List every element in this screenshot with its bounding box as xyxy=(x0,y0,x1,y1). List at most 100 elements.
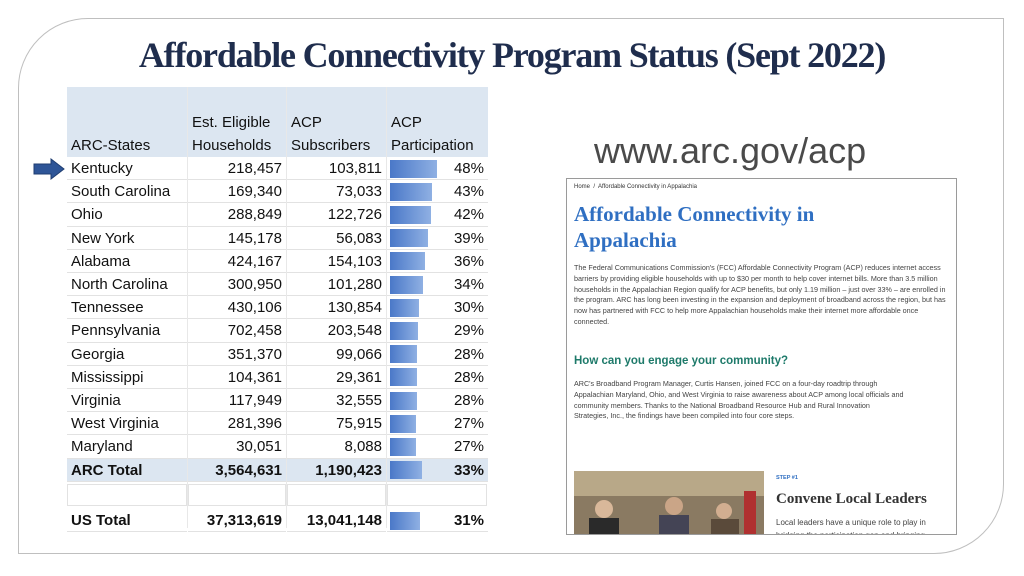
state-cell: Alabama xyxy=(67,250,187,273)
number-cell: 145,178 xyxy=(188,227,286,250)
number-cell: 101,280 xyxy=(287,273,386,297)
participation-label: 28% xyxy=(387,366,488,389)
number-cell: 99,066 xyxy=(287,343,386,366)
state-cell: South Carolina xyxy=(67,180,187,204)
participation-bar xyxy=(390,414,417,433)
column-rule xyxy=(187,87,188,528)
number-cell: 702,458 xyxy=(188,319,286,343)
number-cell: 73,033 xyxy=(287,180,386,204)
number-cell: 281,396 xyxy=(188,412,286,436)
web-subheading: How can you engage your community? xyxy=(574,355,789,367)
participation-bar xyxy=(390,461,422,480)
web-step-title: Convene Local Leaders xyxy=(776,491,927,507)
column-header: ARC-States xyxy=(71,137,151,154)
breadcrumb-page: Affordable Connectivity in Appalachia xyxy=(598,184,697,190)
number-cell: 103,811 xyxy=(287,157,386,181)
breadcrumb-sep: / xyxy=(593,184,596,190)
participation-label: 27% xyxy=(387,435,488,459)
participation-label: 27% xyxy=(387,412,488,436)
number-cell: 56,083 xyxy=(287,227,386,250)
state-cell: ARC Total xyxy=(67,459,187,482)
number-cell: 218,457 xyxy=(188,157,286,181)
participation-bar xyxy=(390,322,419,340)
table: ARC-States Est. Eligible Households ACP Subs… xyxy=(67,87,488,533)
number-cell: 37,313,619 xyxy=(188,509,286,533)
breadcrumb-home: Home xyxy=(574,184,591,190)
number-cell: 29,361 xyxy=(287,366,386,389)
blank-cell xyxy=(188,483,286,506)
web-step-text: Local leaders have a unique role to play… xyxy=(776,518,926,534)
number-cell: 430,106 xyxy=(188,296,286,320)
participation-label: 43% xyxy=(387,180,488,204)
column-rule xyxy=(386,87,387,528)
participation-bar xyxy=(390,511,421,530)
row-bg xyxy=(67,458,488,482)
blank-cell xyxy=(287,483,386,506)
number-cell: 30,051 xyxy=(188,435,286,459)
state-cell: West Virginia xyxy=(67,412,187,436)
photo xyxy=(574,471,764,534)
number-cell: 300,950 xyxy=(188,273,286,297)
participation-label: 31% xyxy=(387,509,488,533)
blank-cell xyxy=(67,483,187,506)
number-cell: 75,915 xyxy=(287,412,386,436)
state-cell: Virginia xyxy=(67,389,187,413)
participation-bar xyxy=(390,438,417,456)
state-cell: Mississippi xyxy=(67,366,187,389)
state-cell: Maryland xyxy=(67,435,187,459)
web-intro: The Federal Communications Commission's … xyxy=(574,263,946,326)
number-cell: 154,103 xyxy=(287,250,386,273)
state-cell: Pennsylvania xyxy=(67,319,187,343)
state-cell: Tennessee xyxy=(67,296,187,320)
web-heading: Affordable Connectivity in Appalachia xyxy=(574,202,815,252)
number-cell: 203,548 xyxy=(287,319,386,343)
column-header: Subscribers xyxy=(291,137,371,154)
state-cell: US Total xyxy=(67,509,187,533)
participation-label: 36% xyxy=(387,250,488,273)
participation-bar xyxy=(390,182,432,201)
number-cell: 351,370 xyxy=(188,343,286,366)
column-header: Participation xyxy=(391,137,474,154)
web-body: ARC's Broadband Program Manager, Curtis … xyxy=(574,379,904,421)
number-cell: 104,361 xyxy=(188,366,286,389)
number-cell: 1,190,423 xyxy=(287,459,386,482)
state-cell: Georgia xyxy=(67,343,187,366)
participation-label: 30% xyxy=(387,296,488,320)
number-cell: 117,949 xyxy=(188,389,286,413)
column-rule xyxy=(286,87,287,528)
arrow xyxy=(33,158,65,180)
header-bg xyxy=(67,87,488,157)
participation-bar xyxy=(390,252,425,271)
state-cell: New York xyxy=(67,227,187,250)
participation-label: 39% xyxy=(387,227,488,250)
web-step: STEP #1 xyxy=(776,475,798,481)
url[interactable]: www.arc.gov/acp xyxy=(594,130,867,171)
number-cell: 3,564,631 xyxy=(188,459,286,482)
number-cell: 130,854 xyxy=(287,296,386,320)
participation-bar xyxy=(390,298,420,317)
number-cell: 122,726 xyxy=(287,203,386,227)
participation-bar xyxy=(390,368,418,387)
participation-bar xyxy=(390,391,418,410)
number-cell: 8,088 xyxy=(287,435,386,459)
participation-label: 42% xyxy=(387,203,488,227)
participation-label: 29% xyxy=(387,319,488,343)
slide-frame xyxy=(18,18,1004,554)
column-header: ACP xyxy=(291,114,322,131)
number-cell: 288,849 xyxy=(188,203,286,227)
participation-label: 28% xyxy=(387,343,488,366)
state-cell: North Carolina xyxy=(67,273,187,297)
participation-label: 34% xyxy=(387,273,488,297)
blank-cell xyxy=(387,483,487,506)
participation-bar xyxy=(390,275,423,294)
participation-bar xyxy=(390,159,437,178)
participation-bar xyxy=(390,345,418,364)
participation-label: 48% xyxy=(387,157,488,181)
column-header: ACP xyxy=(391,114,422,131)
number-cell: 169,340 xyxy=(188,180,286,204)
participation-bar xyxy=(390,229,428,248)
number-cell: 424,167 xyxy=(188,250,286,273)
participation-label: 28% xyxy=(387,389,488,413)
column-header: Households xyxy=(192,137,272,154)
